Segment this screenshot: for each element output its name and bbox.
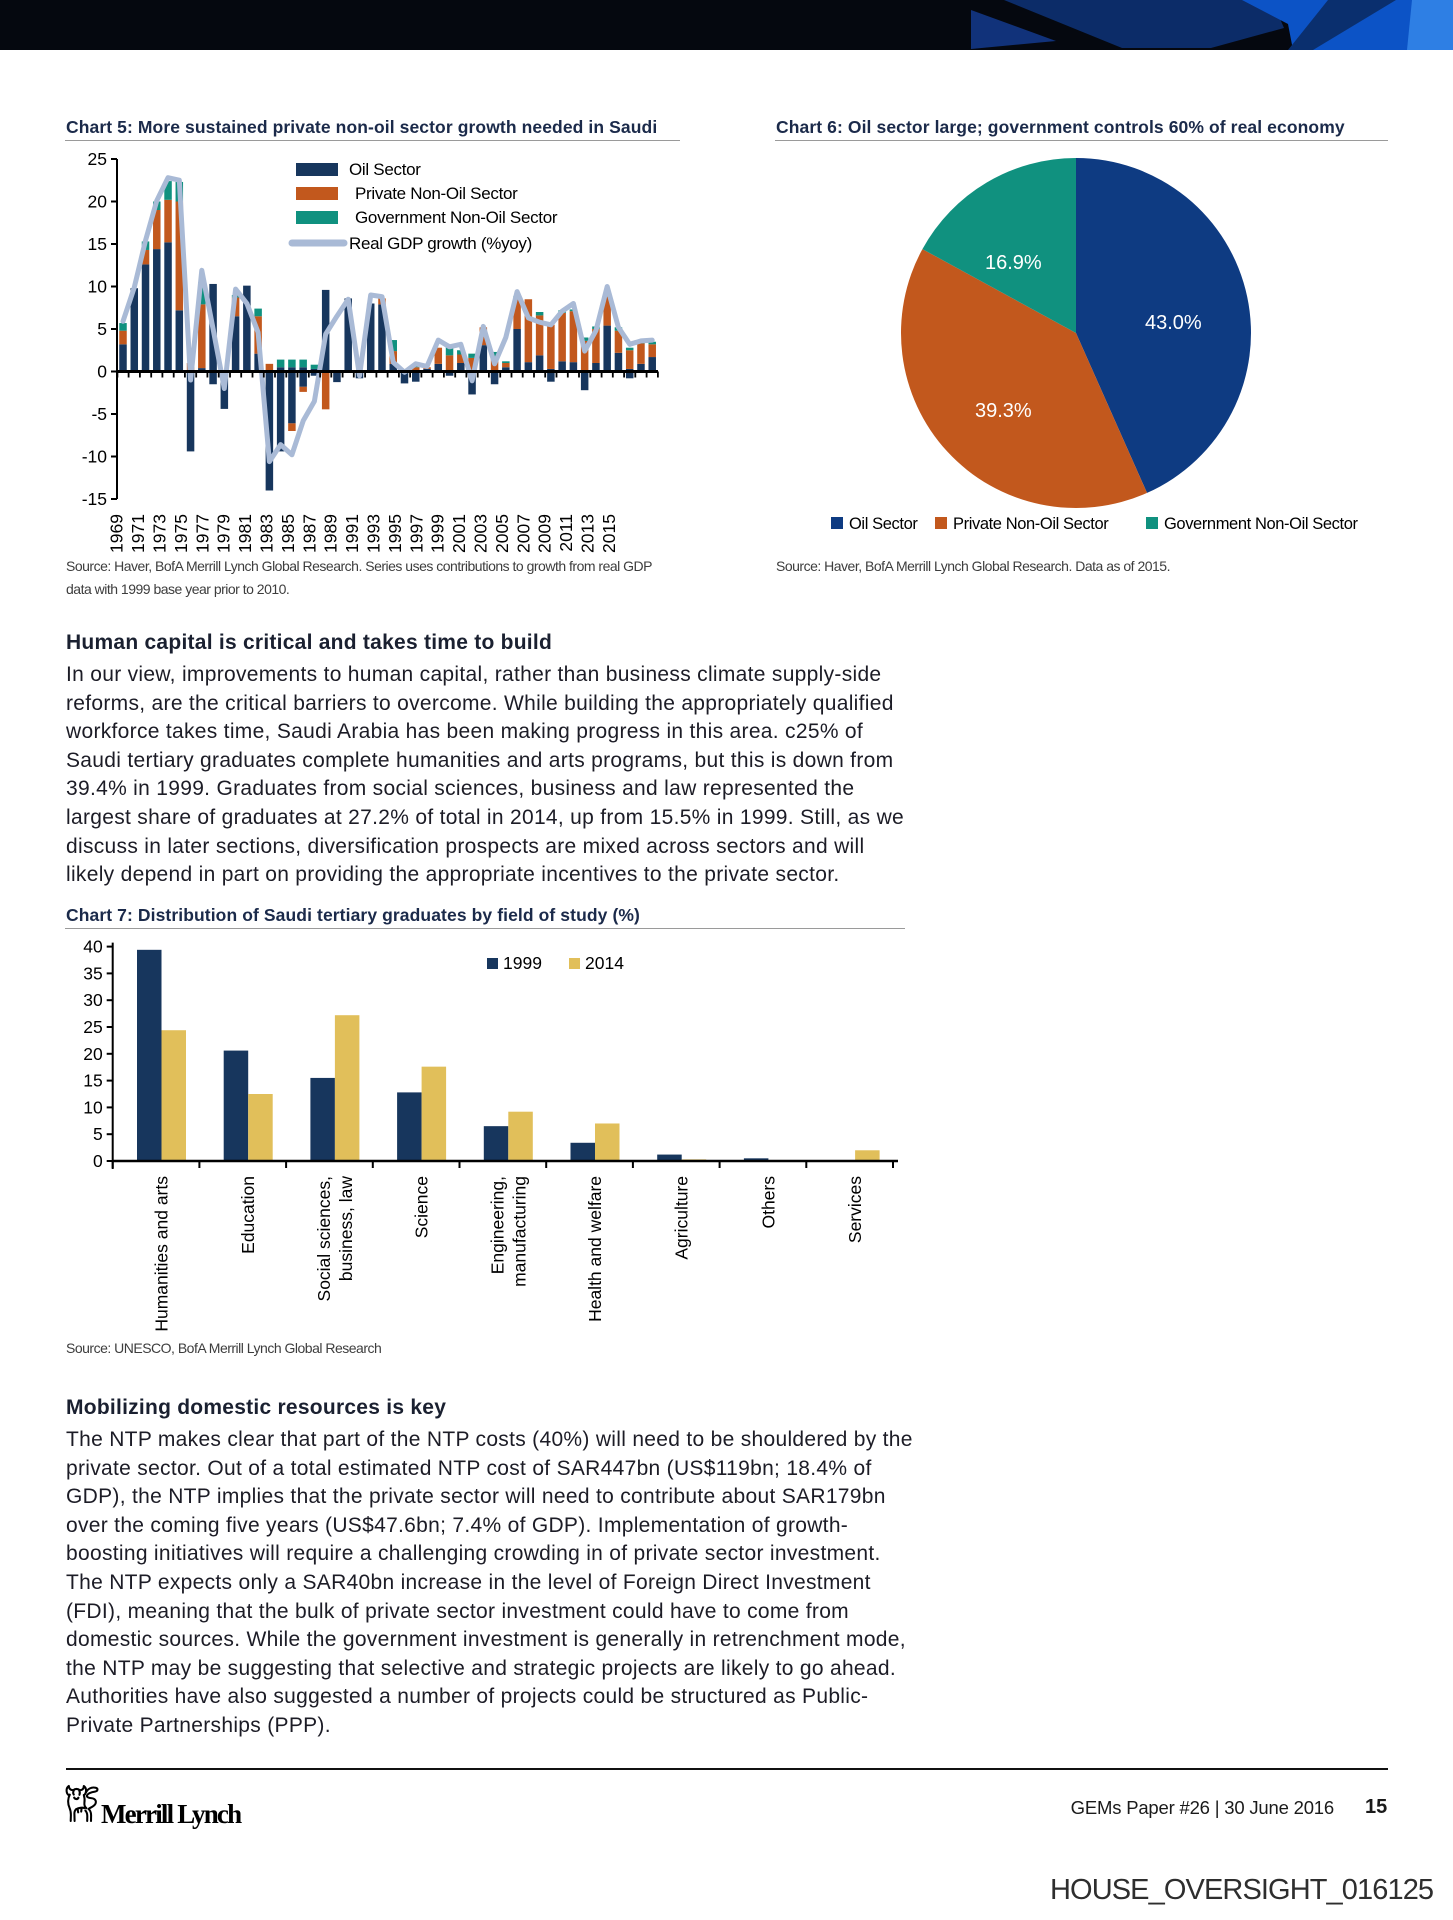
svg-text:manufacturing: manufacturing [509, 1176, 529, 1287]
svg-text:1977: 1977 [192, 514, 212, 553]
svg-text:1999: 1999 [428, 514, 448, 553]
svg-text:2015: 2015 [599, 514, 619, 553]
svg-text:Social sciences,: Social sciences, [314, 1176, 334, 1301]
svg-text:15: 15 [83, 1071, 102, 1091]
svg-text:25: 25 [83, 1017, 102, 1037]
svg-text:1971: 1971 [128, 514, 148, 553]
svg-text:2011: 2011 [556, 514, 576, 552]
svg-text:Private Non-Oil Sector: Private Non-Oil Sector [355, 184, 518, 203]
svg-text:Health and welfare: Health and welfare [585, 1176, 605, 1322]
svg-text:2014: 2014 [585, 953, 624, 973]
svg-text:0: 0 [93, 1151, 103, 1171]
svg-text:Private Non-Oil Sector: Private Non-Oil Sector [953, 515, 1109, 533]
svg-text:15: 15 [88, 234, 107, 254]
svg-text:1979: 1979 [214, 514, 234, 553]
svg-text:10: 10 [88, 277, 108, 297]
svg-text:10: 10 [83, 1097, 103, 1117]
svg-text:2007: 2007 [513, 514, 533, 553]
svg-text:1991: 1991 [342, 514, 362, 553]
svg-text:2001: 2001 [449, 514, 469, 553]
svg-text:5: 5 [97, 319, 107, 339]
svg-text:Government Non-Oil Sector: Government Non-Oil Sector [355, 208, 558, 227]
svg-text:0: 0 [97, 362, 107, 382]
svg-text:20: 20 [83, 1044, 103, 1064]
svg-text:Engineering,: Engineering, [487, 1176, 507, 1274]
svg-text:25: 25 [88, 149, 107, 169]
svg-text:1987: 1987 [299, 514, 319, 553]
svg-text:1983: 1983 [257, 514, 277, 553]
svg-text:1985: 1985 [278, 514, 298, 553]
svg-text:Oil Sector: Oil Sector [849, 515, 918, 533]
svg-text:2005: 2005 [492, 514, 512, 553]
svg-text:Humanities and arts: Humanities and arts [152, 1176, 172, 1332]
svg-text:1995: 1995 [385, 514, 405, 553]
svg-text:Real GDP growth (%yoy): Real GDP growth (%yoy) [349, 234, 532, 253]
svg-text:2003: 2003 [471, 514, 491, 553]
svg-text:Others: Others [758, 1176, 778, 1229]
svg-text:-5: -5 [91, 404, 107, 424]
svg-text:1993: 1993 [364, 514, 384, 553]
svg-text:40: 40 [83, 937, 103, 957]
svg-text:35: 35 [83, 963, 102, 983]
svg-text:1997: 1997 [406, 514, 426, 553]
svg-text:1975: 1975 [171, 514, 191, 553]
svg-text:Science: Science [412, 1176, 432, 1238]
svg-text:1999: 1999 [503, 953, 542, 973]
svg-text:30: 30 [83, 990, 103, 1010]
svg-text:-15: -15 [82, 489, 107, 509]
svg-text:1989: 1989 [321, 514, 341, 553]
svg-text:Agriculture: Agriculture [672, 1176, 692, 1260]
svg-text:business, law: business, law [336, 1176, 356, 1281]
svg-text:20: 20 [88, 192, 108, 212]
svg-text:5: 5 [93, 1124, 103, 1144]
svg-text:1969: 1969 [107, 514, 127, 553]
svg-text:43.0%: 43.0% [1145, 312, 1202, 334]
svg-text:Oil Sector: Oil Sector [349, 160, 421, 179]
svg-text:Education: Education [238, 1176, 258, 1254]
svg-text:-10: -10 [82, 447, 108, 467]
svg-text:2013: 2013 [578, 514, 598, 553]
svg-text:39.3%: 39.3% [975, 400, 1032, 422]
svg-text:16.9%: 16.9% [985, 252, 1042, 274]
svg-text:1981: 1981 [235, 514, 255, 553]
svg-text:1973: 1973 [150, 514, 170, 553]
svg-text:Government Non-Oil Sector: Government Non-Oil Sector [1164, 515, 1358, 533]
svg-text:2009: 2009 [535, 514, 555, 553]
svg-text:Services: Services [845, 1176, 865, 1243]
